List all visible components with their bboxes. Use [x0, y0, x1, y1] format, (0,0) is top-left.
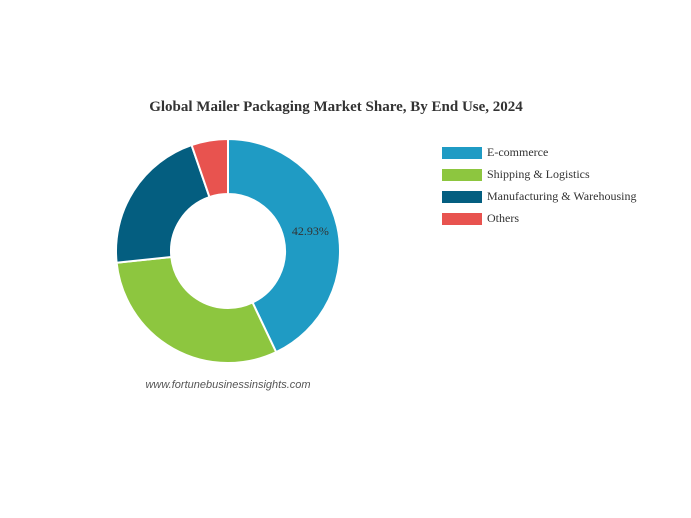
slice	[190, 137, 229, 199]
legend-swatch	[442, 213, 482, 225]
source: www.fortunebusinessinsights.com	[145, 379, 310, 391]
legend-label: E-commerce	[487, 145, 548, 159]
chart-title: Global Mailer Packaging Market Share, By…	[149, 99, 523, 115]
legend-swatch	[442, 147, 482, 159]
value-label: 42.93%	[292, 224, 329, 238]
slice	[227, 137, 341, 354]
legend-label: Shipping & Logistics	[487, 167, 590, 181]
slice	[115, 143, 211, 264]
legend-swatch	[442, 191, 482, 203]
legend-label: Manufacturing & Warehousing	[487, 189, 636, 203]
slice	[115, 255, 278, 364]
legend-label: Others	[487, 211, 519, 225]
legend-swatch	[442, 169, 482, 181]
